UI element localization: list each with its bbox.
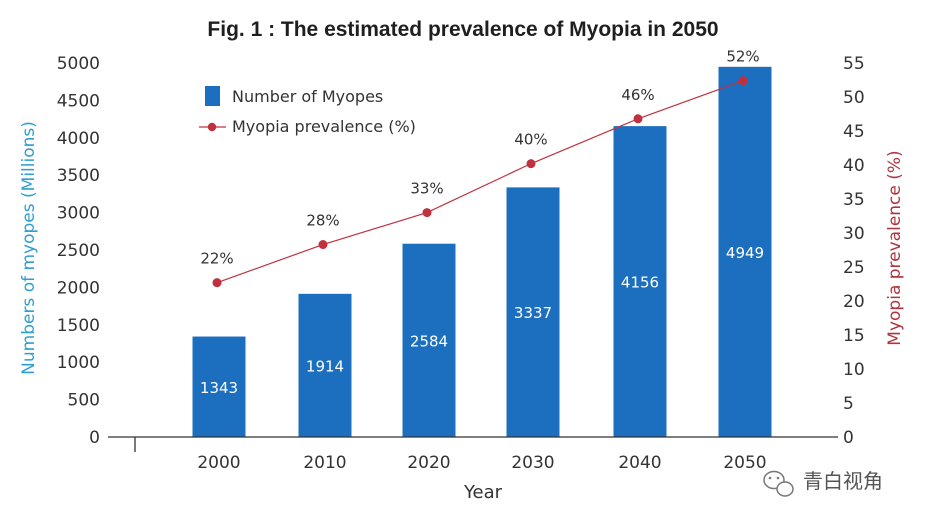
prevalence-marker bbox=[738, 76, 748, 86]
right-axis-title: Myopia prevalence (%) bbox=[885, 150, 905, 345]
left-tick-label: 4000 bbox=[57, 129, 100, 149]
prevalence-label: 33% bbox=[410, 180, 443, 198]
x-tick-label: 2050 bbox=[723, 453, 766, 473]
x-tick-label: 2010 bbox=[303, 453, 346, 473]
right-tick-label: 35 bbox=[843, 190, 865, 210]
x-axis-title: Year bbox=[463, 482, 503, 503]
prevalence-label: 22% bbox=[200, 250, 233, 268]
bar-value-label: 1914 bbox=[306, 357, 344, 375]
right-tick-label: 55 bbox=[843, 54, 865, 74]
bar-series bbox=[192, 66, 772, 438]
watermark: 青白视角 bbox=[763, 469, 883, 497]
bar bbox=[192, 336, 246, 437]
prevalence-label: 28% bbox=[306, 212, 339, 230]
legend-line-marker bbox=[207, 122, 217, 132]
wechat-icon bbox=[763, 470, 794, 497]
bar-value-label: 1343 bbox=[200, 379, 238, 397]
right-tick-label: 40 bbox=[843, 156, 865, 176]
prevalence-marker bbox=[526, 159, 536, 169]
left-tick-label: 2500 bbox=[57, 241, 100, 261]
legend-bar-swatch bbox=[205, 86, 220, 106]
legend-line-label: Myopia prevalence (%) bbox=[232, 117, 416, 136]
watermark-text: 青白视角 bbox=[803, 469, 883, 493]
prevalence-marker bbox=[633, 114, 643, 124]
bar bbox=[613, 126, 667, 438]
chart-title: Fig. 1 : The estimated prevalence of Myo… bbox=[207, 18, 718, 41]
bar bbox=[402, 243, 456, 437]
right-tick-label: 5 bbox=[843, 394, 854, 414]
left-axis-title: Numbers of myopes (Millions) bbox=[19, 121, 39, 375]
left-tick-label: 3500 bbox=[57, 166, 100, 186]
x-tick-label: 2040 bbox=[618, 453, 661, 473]
right-tick-label: 25 bbox=[843, 258, 865, 278]
legend: Number of Myopes Myopia prevalence (%) bbox=[199, 86, 416, 136]
bar-value-label: 3337 bbox=[514, 304, 552, 322]
prevalence-marker bbox=[212, 278, 222, 288]
right-tick-label: 0 bbox=[843, 428, 854, 448]
left-axis-ticks: 0 500 1000 1500 2000 2500 3000 3500 4000 4500 5000 bbox=[57, 54, 100, 448]
left-tick-label: 1000 bbox=[57, 353, 100, 373]
left-tick-label: 5000 bbox=[57, 54, 100, 74]
prevalence-marker bbox=[422, 208, 432, 218]
bar-value-labels: 1343 1914 2584 3337 4156 4949 bbox=[200, 244, 764, 397]
prevalence-labels: 22% 28% 33% 40% 46% 52% bbox=[200, 48, 759, 268]
bar-value-label: 4949 bbox=[726, 244, 764, 262]
prevalence-marker bbox=[318, 240, 328, 250]
right-tick-label: 10 bbox=[843, 360, 865, 380]
prevalence-label: 52% bbox=[726, 48, 759, 66]
bar bbox=[506, 187, 560, 437]
right-axis-ticks: 0 5 10 15 20 25 30 35 40 45 50 55 bbox=[843, 54, 865, 448]
prevalence-label: 46% bbox=[621, 86, 654, 104]
left-tick-label: 1500 bbox=[57, 316, 100, 336]
prevalence-line bbox=[216, 80, 744, 284]
x-tick-label: 2030 bbox=[511, 453, 554, 473]
bar bbox=[718, 66, 772, 438]
left-tick-label: 2000 bbox=[57, 278, 100, 298]
x-axis-ticks: 2000 2010 2020 2030 2040 2050 bbox=[197, 453, 766, 473]
prevalence-label: 40% bbox=[514, 131, 547, 149]
legend-bar-label: Number of Myopes bbox=[232, 87, 383, 106]
right-tick-label: 30 bbox=[843, 224, 865, 244]
right-tick-label: 50 bbox=[843, 88, 865, 108]
x-tick-label: 2020 bbox=[407, 453, 450, 473]
bar bbox=[298, 293, 352, 437]
left-tick-label: 500 bbox=[68, 391, 100, 411]
right-tick-label: 15 bbox=[843, 326, 865, 346]
bar-value-label: 4156 bbox=[621, 274, 659, 292]
prevalence-markers bbox=[212, 76, 748, 288]
left-tick-label: 0 bbox=[89, 428, 100, 448]
x-tick-label: 2000 bbox=[197, 453, 240, 473]
left-tick-label: 3000 bbox=[57, 204, 100, 224]
bar-value-label: 2584 bbox=[410, 332, 448, 350]
left-tick-label: 4500 bbox=[57, 91, 100, 111]
right-tick-label: 45 bbox=[843, 122, 865, 142]
right-tick-label: 20 bbox=[843, 292, 865, 312]
